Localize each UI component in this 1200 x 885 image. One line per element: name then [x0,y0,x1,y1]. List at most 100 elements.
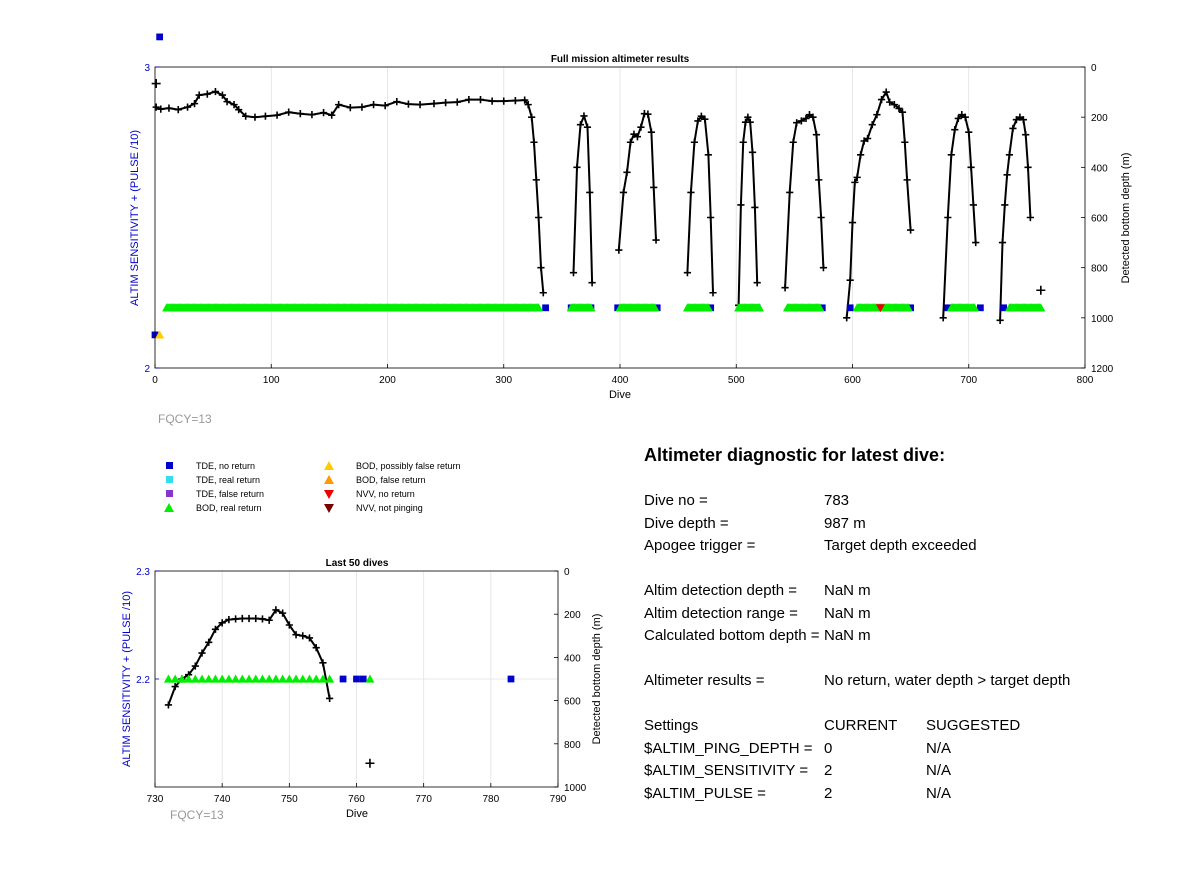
chart-axes: 0 100 200 300 400 500 600 700 800 2 3 0 200 400 600 800… [144,63,1113,386]
x-tick-label: 790 [550,794,567,805]
data-point-plus [967,163,975,171]
data-point-plus [285,621,293,629]
data-point-plus [961,113,969,121]
data-point-plus [797,117,805,125]
legend-label: BOD, possibly false return [356,461,461,471]
x-tick-label: 780 [482,794,499,805]
data-point-plus [365,758,375,768]
dive-depth-value: 987 m [824,514,866,532]
y-left-tick-label: 2 [144,364,150,375]
data-point-plus [211,87,220,96]
data-point-plus [619,188,628,197]
data-point-square [339,675,347,683]
data-point-triangle [224,674,234,683]
data-point-triangle [298,674,308,683]
setting-name: $ALTIM_PING_DEPTH = [644,739,813,757]
data-point-plus [687,188,695,197]
y-right-tick-label: 400 [1091,163,1108,174]
data-point-triangle [170,674,180,683]
altimeter-results-value: No return, water depth > target depth [824,672,1071,689]
data-point-plus [709,289,717,297]
legend-label: TDE, no return [196,461,256,471]
data-point-triangle [210,674,220,683]
altim-detection-depth-row: Altim detection depth = NaN m [644,580,1164,603]
legend-item: TDE, real return [162,473,260,487]
x-tick-label: 0 [152,375,158,386]
data-point-triangle [163,674,173,683]
x-axis-label: Dive [346,808,368,820]
legend-symbol [162,474,176,486]
data-point-plus [539,289,547,297]
data-point-plus [1001,201,1009,209]
data-point-plus [535,213,543,222]
data-point-plus [292,631,300,639]
altim-detection-range-row: Altim detection range = NaN m [644,603,1164,626]
data-point-plus [218,619,226,627]
depth-series-line [784,113,825,288]
y-right-tick-label: 200 [564,610,581,621]
calculated-bottom-depth-label: Calculated bottom depth = [644,627,820,644]
data-point-plus [644,110,652,118]
data-point-plus [652,236,660,244]
setting-suggested: N/A [926,739,952,757]
y-right-tick-label: 600 [564,697,581,708]
x-tick-label: 600 [844,375,861,386]
data-point-plus [530,138,538,146]
data-point-plus [965,128,973,136]
data-point-plus [164,701,173,709]
data-point-plus [205,638,213,646]
data-point-plus [753,279,761,287]
data-point-plus [802,114,810,123]
data-point-plus [152,103,160,111]
data-point-plus [326,694,334,703]
data-point-plus [272,606,280,614]
data-point-plus [190,100,199,108]
data-point-triangle [231,674,241,683]
data-point-plus [819,264,828,272]
data-point-plus [1005,151,1014,159]
setting-current: 2 [824,784,833,802]
altim-detection-range-label: Altim detection range = [644,604,798,622]
data-point-triangle [197,674,207,683]
altimeter-results-row: Altimeter results = No return, water dep… [644,670,1164,693]
data-point-plus [328,111,336,119]
legend-item: TDE, no return [162,459,255,473]
chart-series [163,606,515,768]
data-point-plus [511,97,519,105]
data-point-triangle [755,303,764,312]
data-point-triangle [284,674,294,683]
legend-symbol [162,502,176,514]
y-right-tick-label: 400 [564,653,581,664]
data-point-plus [998,238,1007,247]
data-point-plus [500,97,508,105]
data-point-plus [707,213,715,222]
data-point-plus [704,151,712,159]
data-point-triangle [204,674,214,683]
data-point-plus [853,173,861,181]
chart-title: Last 50 dives [326,558,389,569]
data-point-plus [857,151,865,159]
fqcy-label-top: FQCY=13 [158,412,212,426]
settings-header-row: Settings CURRENT SUGGESTED [644,715,1164,738]
legend-symbol [322,474,336,486]
data-point-plus [690,138,698,146]
data-point-plus [285,108,293,116]
data-point-square [846,304,854,312]
altim-detection-depth-value: NaN m [824,582,871,599]
data-point-plus [576,121,585,129]
data-point-triangle [903,303,913,312]
data-point-triangle [184,674,194,683]
setting-row: $ALTIM_PULSE = 2 N/A [644,783,1164,806]
data-point-plus [751,203,759,212]
data-point-triangle [237,674,247,683]
data-point-plus [1009,124,1017,133]
x-tick-label: 500 [728,375,745,386]
data-point-plus [812,131,821,139]
legend-item: NVV, not pinging [322,501,423,515]
data-point-plus [947,151,955,159]
altimeter-results-label: Altimeter results = [644,672,765,689]
legend-symbol [162,460,176,472]
data-point-plus [737,201,745,209]
data-point-plus [864,134,872,143]
data-point-triangle [703,303,713,312]
